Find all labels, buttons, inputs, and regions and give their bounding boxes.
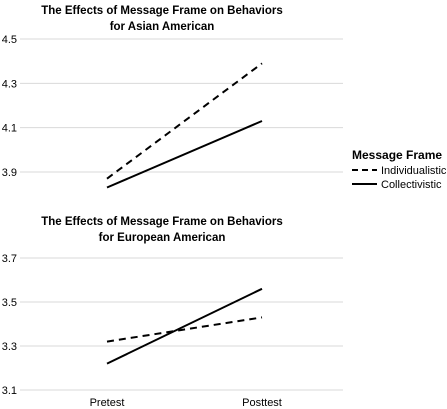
bottom-x-tick-label: Posttest <box>242 397 282 409</box>
top-y-tick-label: 4.5 <box>2 34 17 46</box>
bottom-chart-title-line-1: The Effects of Message Frame on Behavior… <box>41 216 283 228</box>
bottom-y-tick-label: 3.3 <box>2 341 17 353</box>
top-series-line-individualistic <box>106 62 263 180</box>
top-y-tick-label: 4.3 <box>2 78 17 90</box>
bottom-y-tick-label: 3.5 <box>2 297 17 309</box>
top-series-line-collectivistic <box>106 120 263 189</box>
bottom-series-line-individualistic <box>106 316 263 343</box>
plots-layer: 4.5 4.3 4.1 3.9 3.7 3.5 3.3 3.1 Pretest Posttest <box>2 34 343 409</box>
top-y-tick-label: 4.1 <box>2 123 17 135</box>
bottom-chart-title-line-2: for European American <box>99 232 226 244</box>
top-chart-title-line-2: for Asian American <box>110 21 215 33</box>
bottom-y-tick-label: 3.7 <box>2 253 17 265</box>
bottom-x-tick-label: Pretest <box>90 397 125 409</box>
top-y-tick-label: 3.9 <box>2 167 17 179</box>
bottom-series-line-collectivistic <box>106 287 263 365</box>
legend-label-individualistic: Individualistic <box>381 165 447 177</box>
bottom-y-tick-label: 3.1 <box>2 385 17 397</box>
top-chart-title-line-1: The Effects of Message Frame on Behavior… <box>41 5 283 17</box>
legend-title: Message Frame <box>352 148 442 162</box>
legend: Message Frame Individualistic Collectivi… <box>352 148 447 191</box>
legend-label-collectivistic: Collectivistic <box>381 179 442 191</box>
